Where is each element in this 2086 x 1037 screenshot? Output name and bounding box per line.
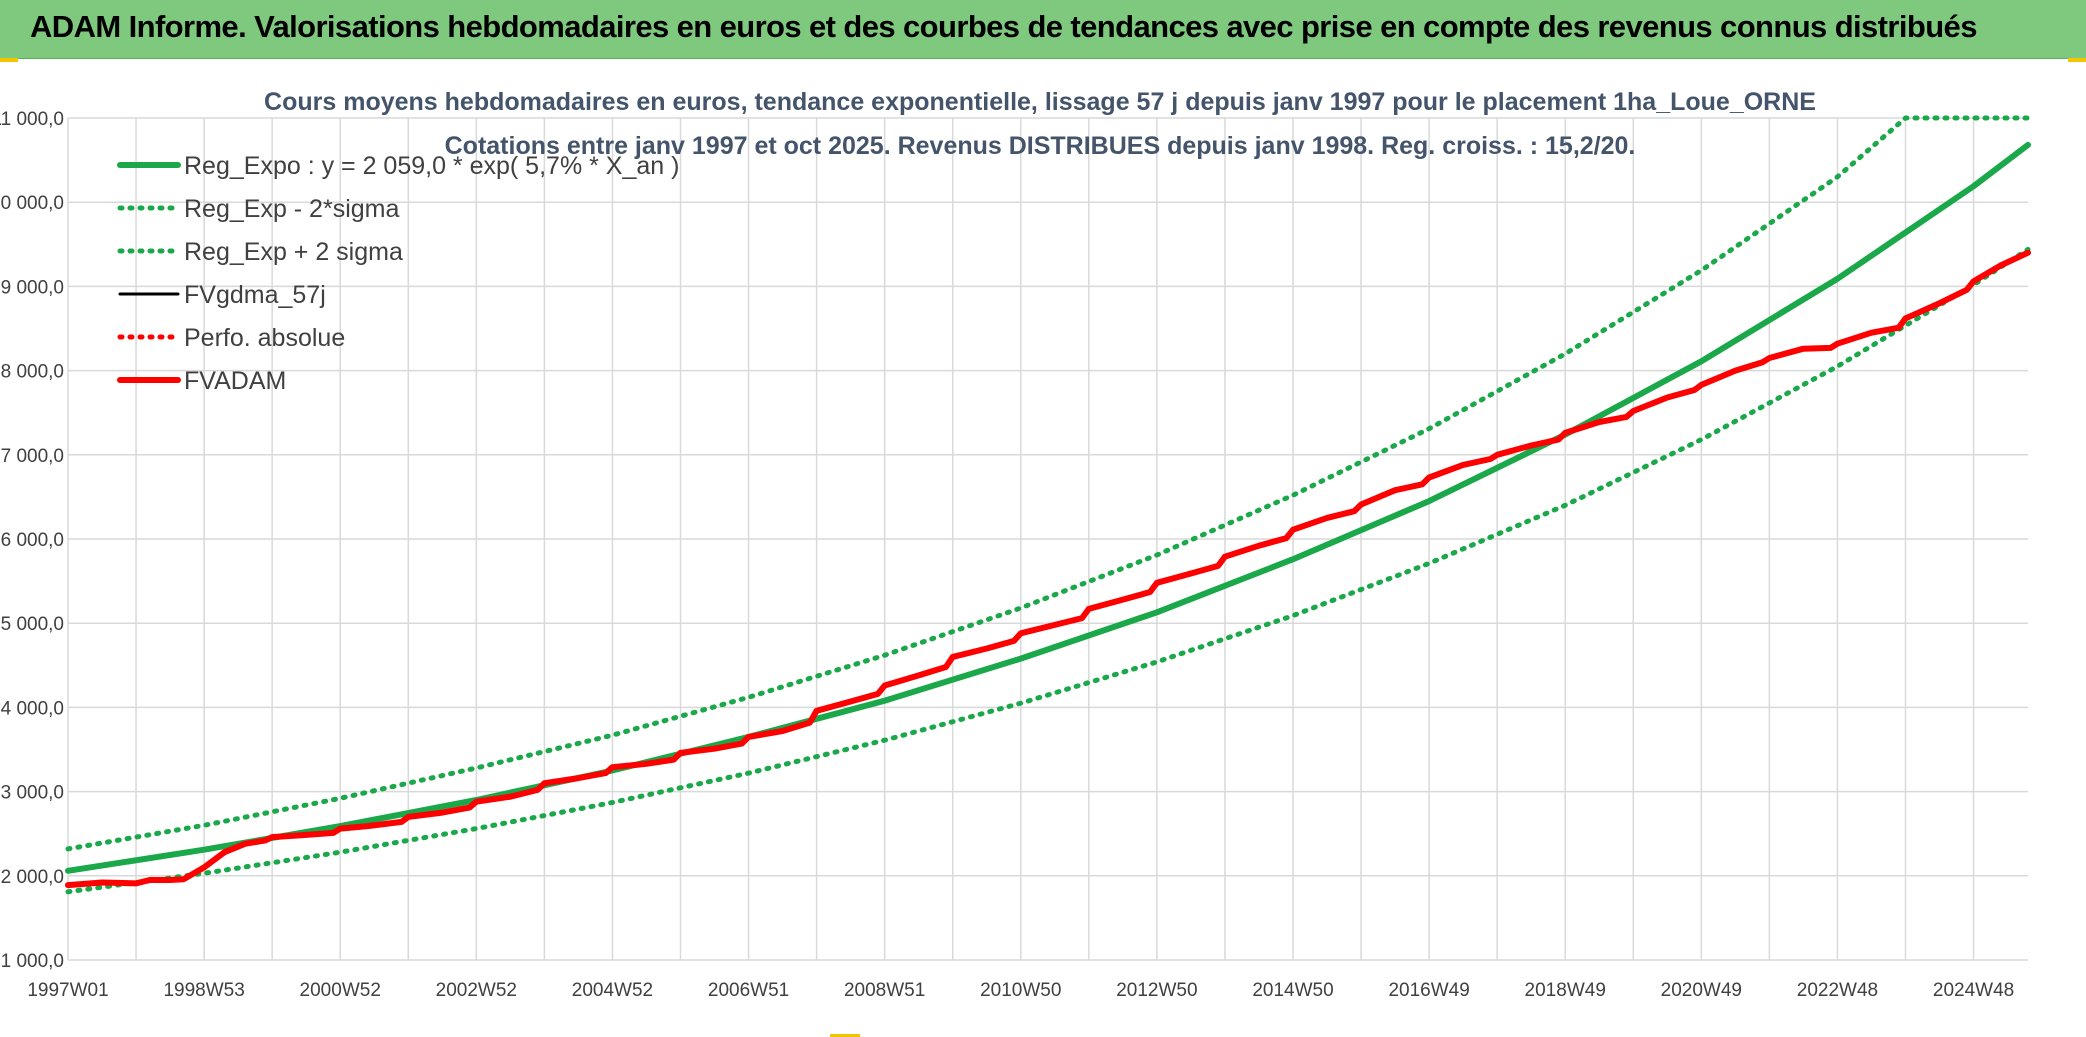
line-chart: 1 000,0 2 000,0 3 000,0 4 000,0 5 000,0 6 000…	[0, 88, 2031, 1001]
x-tick-label: 2008W51	[844, 980, 925, 1001]
y-tick-label: 6 000,0	[1, 530, 64, 551]
y-tick-label: 9 000,0	[1, 277, 64, 298]
x-tick-label: 2012W50	[1116, 980, 1197, 1001]
y-tick-label: 7 000,0	[1, 446, 64, 467]
series-layer	[65, 115, 2031, 895]
legend-label-5: FVADAM	[184, 367, 286, 395]
y-tick-label: 4 000,0	[1, 698, 64, 719]
x-tick-label: 2024W48	[1933, 980, 2014, 1001]
legend: Reg_Expo : y = 2 059,0 * exp( 5,7% * X_a…	[117, 152, 679, 395]
legend-label-0: Reg_Expo : y = 2 059,0 * exp( 5,7% * X_a…	[184, 152, 679, 180]
y-tick-label: 2 000,0	[1, 867, 64, 888]
y-tick-label: 3 000,0	[1, 783, 64, 804]
grid	[67, 117, 2028, 961]
series-line-2	[65, 115, 2031, 852]
x-tick-label: 2002W52	[436, 980, 517, 1001]
axes: 1 000,0 2 000,0 3 000,0 4 000,0 5 000,0 6 000…	[0, 109, 2014, 1001]
x-tick-label: 2016W49	[1388, 980, 1469, 1001]
x-tick-label: 2004W52	[572, 980, 653, 1001]
x-tick-label: 2020W49	[1661, 980, 1742, 1001]
legend-label-1: Reg_Exp - 2*sigma	[184, 195, 399, 223]
legend-label-4: Perfo. absolue	[184, 324, 345, 352]
bottom-accent	[830, 1034, 860, 1037]
corner-accent-right	[2068, 58, 2086, 62]
series-line-0	[65, 141, 2031, 874]
corner-accent-left	[0, 58, 18, 62]
chart-title: Cours moyens hebdomadaires en euros, ten…	[264, 88, 1816, 116]
legend-label-3: FVgdma_57j	[184, 281, 326, 309]
x-tick-label: 2000W52	[300, 980, 381, 1001]
y-tick-label: 1 000,0	[1, 951, 64, 972]
x-tick-label: 2006W51	[708, 980, 789, 1001]
legend-label-2: Reg_Exp + 2 sigma	[184, 238, 403, 266]
y-tick-label: 8 000,0	[1, 362, 64, 383]
series-line-5	[65, 249, 2031, 889]
x-tick-label: 1997W01	[27, 980, 108, 1001]
report-banner: ADAM Informe. Valorisations hebdomadaire…	[0, 0, 2086, 59]
x-tick-label: 2010W50	[980, 980, 1061, 1001]
x-tick-label: 2018W49	[1525, 980, 1606, 1001]
x-tick-label: 2022W48	[1797, 980, 1878, 1001]
chart-subtitle: Cotations entre janv 1997 et oct 2025. R…	[445, 132, 1636, 160]
y-tick-label: 5 000,0	[1, 614, 64, 635]
series-line-4	[65, 250, 2031, 888]
x-tick-label: 1998W53	[163, 980, 244, 1001]
report-banner-title: ADAM Informe. Valorisations hebdomadaire…	[30, 9, 1977, 44]
y-tick-label: 10 000,0	[0, 193, 64, 214]
y-tick-label: 11 000,0	[0, 109, 64, 130]
series-line-3	[66, 251, 2030, 887]
x-tick-label: 2014W50	[1252, 980, 1333, 1001]
series-line-1	[65, 246, 2031, 895]
